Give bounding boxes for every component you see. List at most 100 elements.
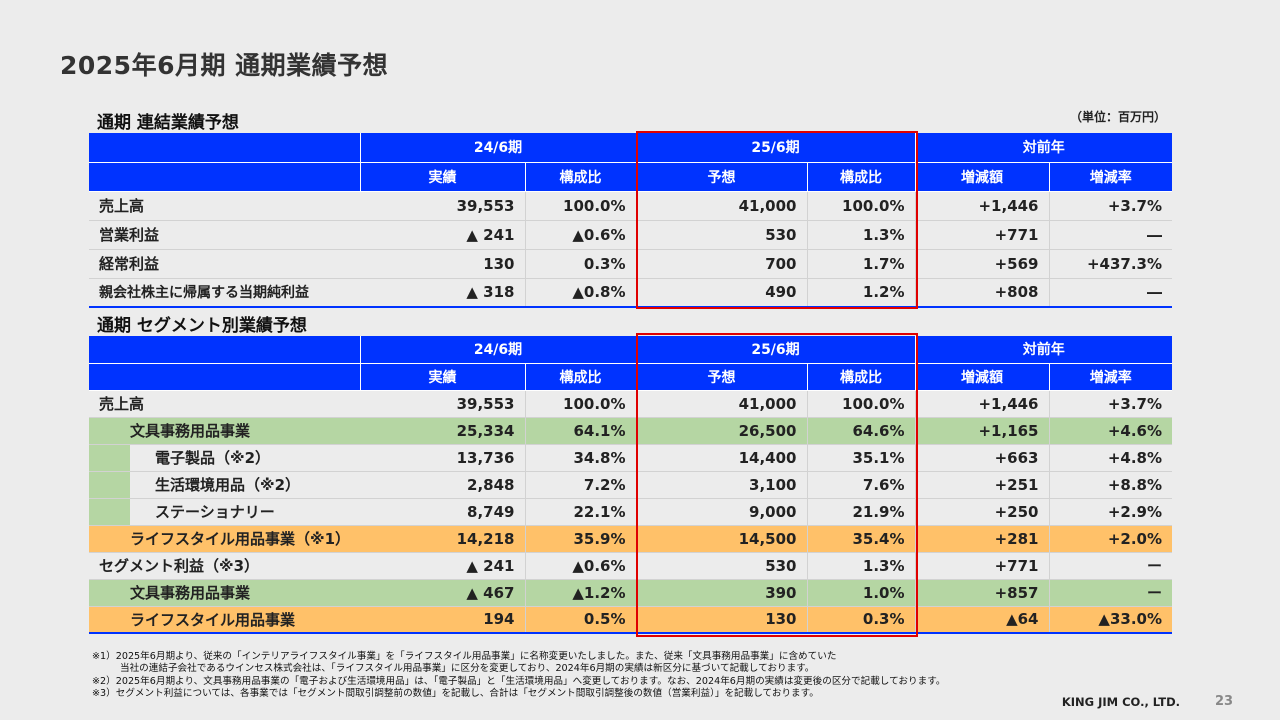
cell-rate: +2.0%: [1048, 525, 1172, 553]
cell-forecast: 41,000: [635, 191, 807, 221]
cell-actual: ▲ 467: [360, 579, 525, 607]
cell-rate: ―: [1048, 220, 1172, 250]
cell-actual: ▲ 318: [360, 278, 525, 308]
row-label: 文具事務用品事業: [89, 579, 360, 607]
table-row: セグメント利益（※3） ▲ 241 ▲0.6% 530 1.3% +771 ー: [89, 552, 1172, 580]
header-blank: [89, 336, 130, 364]
cell-forecast: 530: [635, 220, 807, 250]
cell-actual: ▲ 241: [360, 552, 525, 580]
row-label: 経常利益: [89, 249, 360, 279]
table-row: 文具事務用品事業 25,334 64.1% 26,500 64.6% +1,16…: [89, 417, 1172, 445]
cell-diff: +251: [914, 471, 1049, 499]
cell-diff: +1,446: [914, 390, 1049, 418]
cell-ratio: 100.0%: [524, 191, 636, 221]
header-period-24: 24/6期: [359, 336, 636, 364]
cell-rate: ―: [1048, 278, 1172, 308]
table-row: ステーショナリー 8,749 22.1% 9,000 21.9% +250 +2…: [89, 498, 1172, 526]
segment-section-title: 通期 セグメント別業績予想: [97, 316, 307, 336]
row-indent-stub: [89, 498, 130, 526]
segment-table: 24/6期 25/6期 対前年 実績 構成比 予想 構成比 増減額 増減率 売上…: [89, 336, 1172, 634]
footnotes: ※1）2025年6月期より、従来の「インテリアライフスタイル事業」を「ライフスタ…: [92, 651, 1092, 700]
cell-forecast: 41,000: [635, 390, 807, 418]
cell-ratio: 0.5%: [524, 606, 636, 634]
consolidated-table: 24/6期 25/6期 対前年 実績 構成比 予想 構成比 増減額 増減率 売上…: [89, 133, 1172, 308]
cell-ratio: 7.2%: [524, 471, 636, 499]
cell-diff: ▲64: [914, 606, 1049, 634]
header-blank: [130, 363, 360, 391]
cell-rate: +3.7%: [1048, 390, 1172, 418]
cell-diff: +569: [914, 249, 1049, 279]
cell-ratio: 1.7%: [806, 249, 915, 279]
table-row: 売上高 39,553 100.0% 41,000 100.0% +1,446 +…: [89, 390, 1172, 418]
header-row-columns: 実績 構成比 予想 構成比 増減額 増減率: [89, 162, 1172, 192]
cell-ratio: 64.6%: [806, 417, 915, 445]
footnote-1-continued: 当社の連結子会社であるウインセス株式会社は、「ライフスタイル用品事業」に区分を変…: [120, 663, 815, 675]
row-label: 電子製品（※2）: [130, 444, 360, 472]
header-ratio: 構成比: [524, 162, 636, 192]
cell-diff: +250: [914, 498, 1049, 526]
cell-forecast: 3,100: [635, 471, 807, 499]
cell-ratio: 21.9%: [806, 498, 915, 526]
cell-diff: +1,165: [914, 417, 1049, 445]
row-label: ステーショナリー: [130, 498, 360, 526]
cell-ratio: 35.4%: [806, 525, 915, 553]
cell-ratio: 35.1%: [806, 444, 915, 472]
cell-rate: ▲33.0%: [1048, 606, 1172, 634]
row-indent-stub: [89, 444, 130, 472]
cell-actual: 194: [360, 606, 525, 634]
cell-diff: +808: [914, 278, 1049, 308]
consolidated-section-title: 通期 連結業績予想: [97, 113, 239, 133]
table-row: 親会社株主に帰属する当期純利益 ▲ 318 ▲0.8% 490 1.2% +80…: [89, 278, 1172, 308]
footnote-1: ※1）2025年6月期より、従来の「インテリアライフスタイル事業」を「ライフスタ…: [92, 651, 837, 662]
row-label: 文具事務用品事業: [89, 417, 360, 445]
table-row: ライフスタイル用品事業 194 0.5% 130 0.3% ▲64 ▲33.0%: [89, 606, 1172, 634]
cell-rate: +4.6%: [1048, 417, 1172, 445]
cell-ratio: 0.3%: [806, 606, 915, 634]
cell-rate: +437.3%: [1048, 249, 1172, 279]
footnote-3: ※3）セグメント利益については、各事業では「セグメント間取引調整前の数値」を記載…: [92, 687, 819, 699]
cell-rate: ー: [1048, 552, 1172, 580]
footnote-2: ※2）2025年6月期より、文具事務用品事業の「電子および生活環境用品」は、「電…: [92, 675, 946, 687]
header-yoy: 対前年: [914, 133, 1172, 163]
cell-ratio: ▲1.2%: [524, 579, 636, 607]
header-row-columns: 実績 構成比 予想 構成比 増減額 増減率: [89, 363, 1172, 391]
cell-ratio: 22.1%: [524, 498, 636, 526]
cell-ratio: 1.3%: [806, 552, 915, 580]
cell-ratio: ▲0.6%: [524, 552, 636, 580]
unit-label: （単位：百万円）: [1069, 110, 1166, 124]
page-title: 2025年6月期 通期業績予想: [60, 51, 389, 80]
table-row: 生活環境用品（※2） 2,848 7.2% 3,100 7.6% +251 +8…: [89, 471, 1172, 499]
table-row: 売上高 39,553 100.0% 41,000 100.0% +1,446 +…: [89, 191, 1172, 221]
header-ratio: 構成比: [806, 363, 915, 391]
header-diff: 増減額: [914, 363, 1049, 391]
table-row: 営業利益 ▲ 241 ▲0.6% 530 1.3% +771 ―: [89, 220, 1172, 250]
cell-ratio: 64.1%: [524, 417, 636, 445]
header-ratio: 構成比: [524, 363, 636, 391]
cell-ratio: 7.6%: [806, 471, 915, 499]
cell-actual: 39,553: [360, 191, 525, 221]
row-label: 生活環境用品（※2）: [130, 471, 360, 499]
header-blank: [89, 363, 130, 391]
cell-ratio: 1.0%: [806, 579, 915, 607]
row-label: 売上高: [89, 390, 360, 418]
header-blank: [89, 133, 360, 163]
cell-forecast: 14,500: [635, 525, 807, 553]
header-diff: 増減額: [914, 162, 1049, 192]
header-actual: 実績: [359, 162, 525, 192]
cell-forecast: 700: [635, 249, 807, 279]
header-rate: 増減率: [1048, 363, 1172, 391]
cell-diff: +663: [914, 444, 1049, 472]
cell-ratio: 100.0%: [806, 390, 915, 418]
header-period-24: 24/6期: [359, 133, 636, 163]
cell-ratio: 34.8%: [524, 444, 636, 472]
header-yoy: 対前年: [914, 336, 1172, 364]
cell-rate: ー: [1048, 579, 1172, 607]
cell-actual: 39,553: [360, 390, 525, 418]
cell-diff: +1,446: [914, 191, 1049, 221]
cell-forecast: 390: [635, 579, 807, 607]
cell-ratio: 35.9%: [524, 525, 636, 553]
cell-forecast: 530: [635, 552, 807, 580]
cell-rate: +8.8%: [1048, 471, 1172, 499]
cell-forecast: 490: [635, 278, 807, 308]
table-row: 文具事務用品事業 ▲ 467 ▲1.2% 390 1.0% +857 ー: [89, 579, 1172, 607]
